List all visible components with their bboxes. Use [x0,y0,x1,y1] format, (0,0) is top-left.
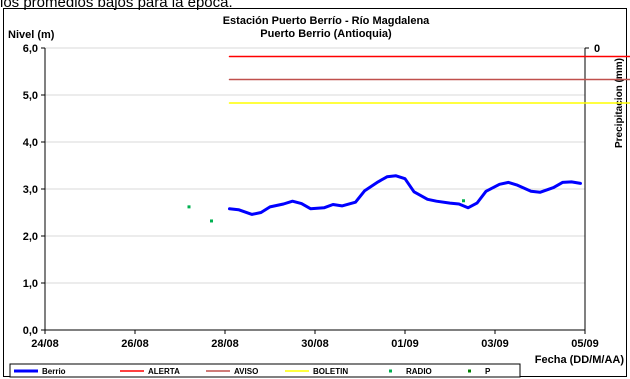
x-tick-label: 26/08 [121,338,149,350]
legend-label-radio: RADIO [406,367,432,376]
x-tick-label: 24/08 [31,338,59,350]
y-tick-label: 2,0 [23,231,38,243]
legend-box [9,363,521,378]
x-tick-label: 03/09 [481,338,509,350]
x-tick-label: 01/09 [391,338,419,350]
chart-subtitle: Puerto Berrio (Antioquia) [260,28,392,40]
data-point-radio [210,219,213,223]
x-tick-label: 28/08 [211,338,239,350]
legend-label-aviso: AVISO [234,367,258,376]
series-line-berrio [228,174,582,216]
legend-label-boletin: BOLETIN [313,367,348,376]
legend-label-p: P [485,367,491,376]
top-caption: los promedios bajos para la época. [0,0,233,11]
plot-area: 0,0 1,0 2,0 3,0 4,0 5,0 6,0 0 24/08 26/08 28/08 30/… [23,43,630,350]
y-tick-label: 6,0 [23,43,38,55]
legend-swatch-radio [389,369,392,373]
chart-title: Estación Puerto Berrío - Río Magdalena [223,15,430,27]
y-tick-label: 4,0 [23,137,38,149]
legend: Berrio ALERTA AVISO BOLETIN RADIO P [9,363,521,378]
y-tick-label: 5,0 [23,90,38,102]
y-tick-label: 0,0 [23,325,38,337]
y-tick-label: 1,0 [23,278,38,290]
legend-label-alerta: ALERTA [148,367,180,376]
x-axis-label: Fecha (DD/M/AA) [535,354,625,366]
data-point-radio [462,199,465,203]
legend-label-berrio: Berrio [42,367,66,376]
data-point-radio [187,205,191,209]
x-tick-label: 30/08 [301,338,329,350]
y-axis-label: Nivel (m) [8,29,55,41]
x-tick-label: 05/09 [571,338,599,350]
y2-tick-label: 0 [594,43,600,55]
y-tick-label: 3,0 [23,184,38,196]
legend-swatch-p [468,369,471,373]
